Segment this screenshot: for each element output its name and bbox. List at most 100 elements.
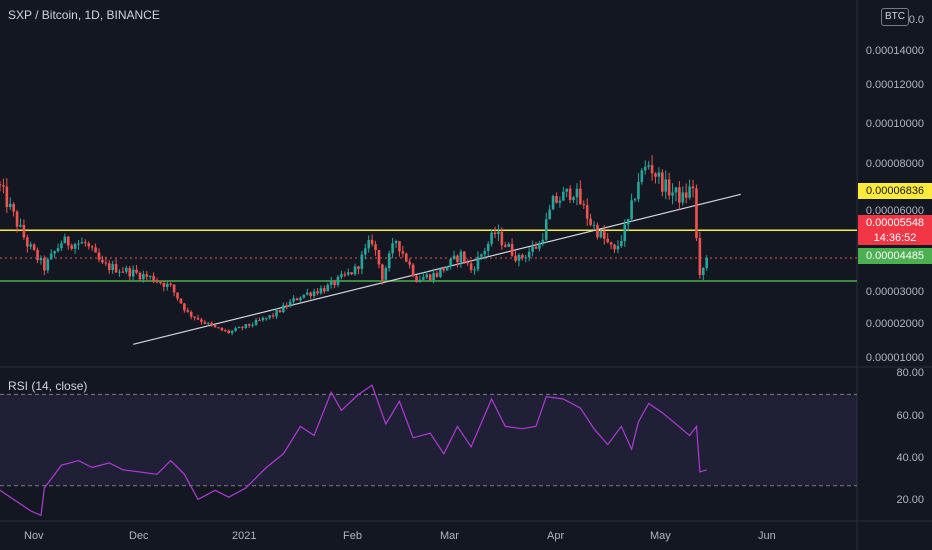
candle-down [210,322,213,326]
candle-up [384,268,388,280]
candle-up [230,330,234,334]
candle-up [490,232,493,244]
candle-up [46,259,50,271]
candle-up [688,186,691,198]
candle-up [367,239,371,249]
candle-down [0,184,2,186]
candle-up [254,319,258,325]
candle-up [422,277,425,280]
candle-down [90,246,94,248]
time-axis-tick: Mar [440,530,459,542]
candle-down [404,253,408,262]
candle-up [486,243,490,252]
candle-down [138,272,142,280]
candle-up [312,291,316,297]
candle-up [29,244,33,247]
candle-down [316,291,319,294]
candle-up [118,271,121,273]
candle-down [691,186,695,189]
candle-down [94,247,97,253]
chart-title: SXP / Bitcoin, 1D, BINANCE [8,8,160,22]
candle-up [623,224,627,242]
candle-down [84,242,87,244]
candle-down [521,254,524,258]
candle-down [401,251,405,254]
candle-up [620,241,623,247]
candle-up [531,246,534,252]
candle-down [370,239,374,245]
candle-up [452,255,456,259]
candle-up [326,284,330,292]
candle-up [705,257,708,269]
candle-up [340,274,343,277]
candle-down [203,321,207,324]
candle-down [381,264,384,280]
candle-down [172,284,176,293]
candle-down [271,315,275,317]
candle-down [12,203,15,212]
price-axis-tick: 0.00003000 [865,286,924,298]
candle-up [391,243,394,254]
candle-down [357,266,360,269]
candle-up [305,292,309,295]
candle-down [435,273,439,277]
candle-down [295,298,299,301]
candle-down [152,275,155,282]
candle-up [425,274,429,278]
candle-up [206,322,210,324]
time-axis-tick: Nov [24,530,44,542]
candle-down [22,224,26,238]
candle-down [695,188,698,239]
candle-up [476,256,480,270]
candle-up [449,258,452,267]
candle-down [609,242,613,245]
candle-down [114,264,118,273]
candle-up [299,297,302,301]
candle-countdown: 14:36:52 [858,231,932,245]
candle-up [131,269,135,277]
candle-up [701,268,705,275]
candle-up [302,294,306,298]
time-axis-tick: May [650,530,671,542]
candle-down [189,311,193,317]
price-axis-tick: 0.00010000 [865,118,924,130]
candle-up [640,170,644,182]
candle-up [630,200,633,219]
candle-down [162,283,166,287]
candle-down [128,267,132,277]
candle-up [507,243,510,247]
candle-up [8,203,12,208]
candle-up [49,253,53,260]
candle-up [244,324,248,328]
candle-down [107,263,111,271]
candle-up [19,224,22,227]
candle-up [657,172,661,177]
candle-up [637,181,640,200]
candle-up [551,195,555,210]
candle-down [220,328,224,331]
candle-down [196,317,200,320]
candle-down [5,186,9,208]
candle-up [237,327,241,329]
candle-up [633,199,637,201]
candle-down [217,327,220,329]
candle-up [319,288,323,294]
candle-down [654,173,657,177]
time-axis-tick: Apr [547,530,565,542]
currency-badge[interactable]: BTC [881,8,909,26]
candle-down [176,292,179,299]
candle-down [582,204,586,206]
candle-down [241,327,244,329]
candle-up [599,230,603,238]
candle-down [589,218,592,225]
candle-up [394,241,398,244]
candle-down [684,192,688,198]
candle-up [544,219,548,240]
candle-down [309,292,312,297]
candle-up [565,188,569,192]
candle-down [585,205,589,219]
candle-up [234,328,237,331]
candle-up [125,267,128,272]
candle-up [39,258,43,261]
